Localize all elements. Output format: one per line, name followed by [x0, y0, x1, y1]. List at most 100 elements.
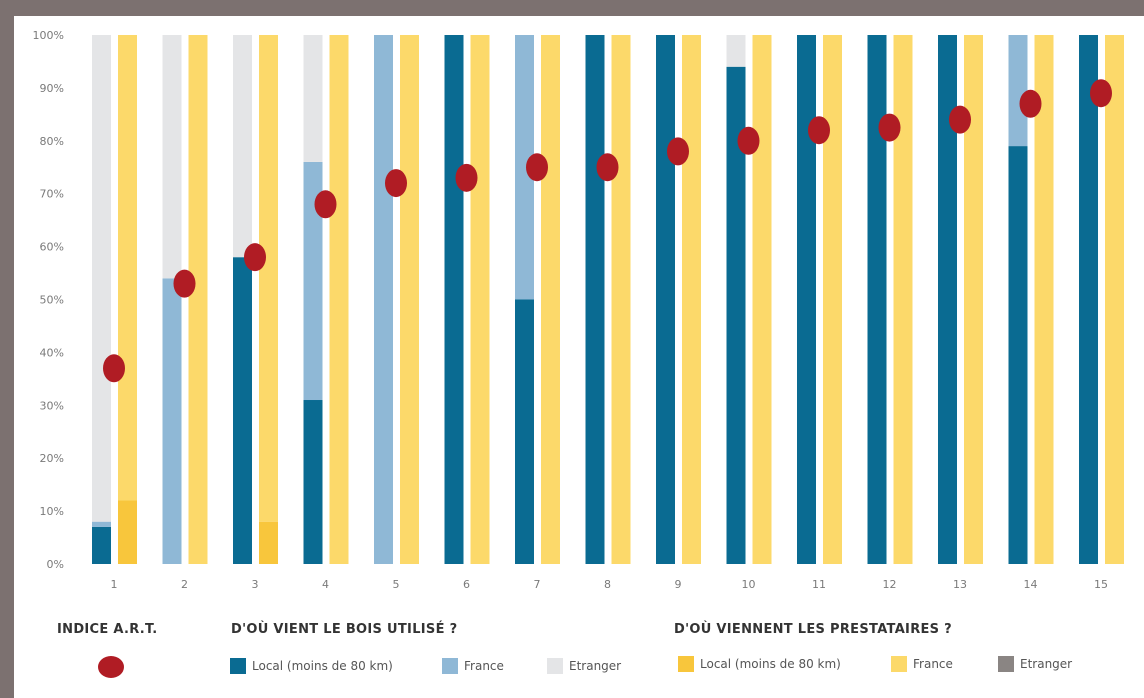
indice-marker-13 [949, 105, 971, 134]
x-tick-label: 9 [675, 578, 682, 591]
legend-title-prestataires: D'OÙ VIENNENT LES PRESTATAIRES ? [674, 622, 953, 637]
legend-swatch [442, 658, 458, 674]
bar-presta-2-cat-6 [470, 35, 490, 564]
bar-presta-2-cat-8 [611, 35, 631, 564]
y-tick-label: 10% [40, 505, 64, 518]
legend-indice-marker [98, 656, 124, 678]
bar-presta-2-cat-13 [964, 35, 983, 564]
indice-marker-10 [737, 126, 760, 155]
legend-label: Etranger [569, 659, 622, 673]
bar-presta-2-cat-4 [329, 35, 349, 564]
x-tick-label: 10 [742, 578, 756, 591]
bar-presta-2-cat-9 [682, 35, 701, 564]
legend-label: France [913, 657, 953, 671]
bar-bois-2-cat-14 [1008, 35, 1028, 147]
legend-item-bois-local: Local (moins de 80 km) [230, 658, 393, 674]
indice-marker-6 [455, 163, 478, 192]
legend-title-indice: INDICE A.R.T. [57, 622, 158, 637]
indice-marker-15 [1090, 79, 1112, 108]
legend-swatch [230, 658, 246, 674]
bar-bois-1-cat-4 [303, 400, 323, 564]
legend-item-presta-local: Local (moins de 80 km) [678, 656, 841, 672]
bar-presta-2-cat-3 [259, 35, 278, 522]
bar-presta-1-cat-3 [259, 521, 278, 564]
bar-bois-1-cat-1 [92, 526, 111, 564]
y-tick-label: 30% [40, 399, 64, 412]
y-tick-label: 90% [40, 82, 64, 95]
indice-marker-3 [244, 243, 266, 272]
bar-bois-1-cat-8 [585, 35, 605, 564]
legend-item-presta-etranger: Etranger [998, 656, 1072, 672]
legend-swatch [547, 658, 563, 674]
indice-marker-11 [808, 116, 830, 145]
legend-swatch [891, 656, 907, 672]
x-tick-label: 11 [812, 578, 826, 591]
bar-presta-2-cat-12 [893, 35, 913, 564]
x-tick-label: 15 [1094, 578, 1108, 591]
bar-bois-1-cat-12 [867, 35, 887, 564]
bar-bois-3-cat-10 [726, 35, 746, 67]
indice-marker-7 [526, 153, 548, 182]
indice-marker-9 [667, 137, 689, 166]
y-tick-label: 50% [40, 294, 64, 307]
bar-bois-2-cat-5 [374, 35, 393, 564]
x-tick-label: 12 [883, 578, 897, 591]
x-tick-label: 6 [463, 578, 470, 591]
bar-presta-2-cat-7 [541, 35, 560, 564]
x-tick-label: 3 [252, 578, 259, 591]
bar-bois-3-cat-1 [92, 35, 111, 522]
x-tick-label: 4 [322, 578, 329, 591]
bar-bois-1-cat-15 [1079, 35, 1098, 564]
x-tick-label: 2 [181, 578, 188, 591]
x-tick-label: 7 [534, 578, 541, 591]
legend-swatch [678, 656, 694, 672]
y-tick-label: 70% [40, 188, 64, 201]
bar-bois-1-cat-13 [938, 35, 957, 564]
x-tick-label: 1 [111, 578, 118, 591]
bar-bois-1-cat-10 [726, 66, 746, 565]
bar-presta-2-cat-1 [118, 35, 137, 501]
bar-bois-1-cat-7 [515, 299, 534, 564]
legend-swatch [998, 656, 1014, 672]
x-tick-label: 8 [604, 578, 611, 591]
indice-marker-8 [596, 153, 619, 182]
bar-bois-2-cat-7 [515, 35, 534, 300]
bar-presta-2-cat-10 [752, 35, 772, 564]
legend-label: Local (moins de 80 km) [252, 659, 393, 673]
legend-item-bois-france: France [442, 658, 504, 674]
bar-bois-1-cat-9 [656, 35, 675, 564]
bar-bois-1-cat-6 [444, 35, 464, 564]
x-tick-label: 13 [953, 578, 967, 591]
x-tick-label: 14 [1024, 578, 1038, 591]
indice-marker-2 [173, 269, 196, 298]
bar-bois-3-cat-3 [233, 35, 252, 258]
legend-item-presta-france: France [891, 656, 953, 672]
indice-marker-12 [878, 113, 901, 142]
y-tick-label: 80% [40, 135, 64, 148]
legend-item-bois-etranger: Etranger [547, 658, 621, 674]
bar-presta-1-cat-1 [118, 500, 137, 564]
legend-title-bois: D'OÙ VIENT LE BOIS UTILISÉ ? [231, 622, 458, 637]
bar-bois-2-cat-4 [303, 161, 323, 401]
bar-bois-3-cat-4 [303, 35, 323, 162]
y-tick-label: 60% [40, 241, 64, 254]
bar-bois-1-cat-11 [797, 35, 816, 564]
indice-marker-14 [1019, 89, 1042, 118]
bar-presta-2-cat-2 [188, 35, 208, 564]
bar-bois-1-cat-14 [1008, 146, 1028, 564]
bar-bois-2-cat-1 [92, 521, 111, 527]
y-tick-label: 100% [33, 29, 64, 42]
y-tick-label: 0% [47, 558, 64, 571]
y-tick-label: 40% [40, 346, 64, 359]
indice-marker-4 [314, 190, 337, 219]
bar-bois-1-cat-3 [233, 257, 252, 564]
bar-presta-2-cat-5 [400, 35, 419, 564]
legend-label: France [464, 659, 504, 673]
legend-label: Etranger [1020, 657, 1073, 671]
bar-bois-2-cat-2 [162, 278, 182, 564]
y-tick-label: 20% [40, 452, 64, 465]
legend-label: Local (moins de 80 km) [700, 657, 841, 671]
bar-presta-2-cat-11 [823, 35, 842, 564]
bar-presta-2-cat-15 [1105, 35, 1124, 564]
bar-bois-3-cat-2 [162, 35, 182, 279]
